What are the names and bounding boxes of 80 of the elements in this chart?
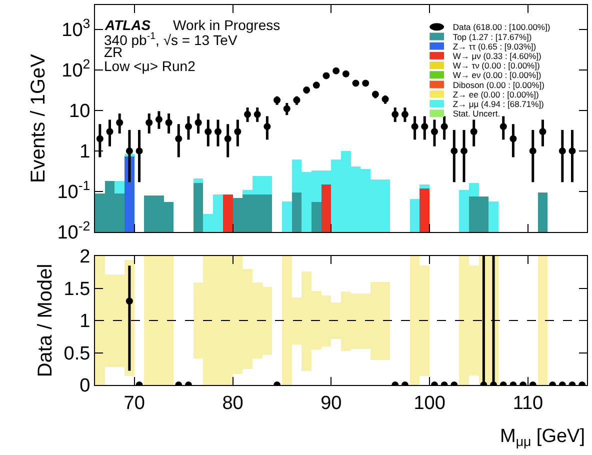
legend-label: Diboson (0.00 : [0.00%]): [452, 80, 545, 90]
point: [136, 147, 143, 154]
point: [332, 67, 340, 74]
bar: [193, 178, 204, 184]
point: [430, 128, 438, 136]
point: [342, 70, 350, 78]
point: [106, 128, 114, 136]
y-tick-label: 10$^{2}$: [62, 56, 90, 82]
point: [401, 110, 408, 118]
point: [372, 90, 379, 98]
point: [510, 135, 517, 142]
y-tick-label: 1.5: [64, 278, 90, 300]
y-tick-label: 10$^{-1}$: [57, 178, 90, 204]
legend-label: W→ μν (0.33 : [4.60%]): [452, 51, 542, 62]
point: [116, 119, 124, 126]
point: [450, 147, 458, 154]
annotation: ATLAS: [104, 17, 152, 33]
point: [244, 110, 252, 118]
legend-label: Z→ μμ (4.94 : [68.71%]): [452, 99, 544, 110]
point: [96, 135, 104, 142]
point: [293, 96, 300, 104]
x-tick-label: 70: [124, 392, 145, 414]
point: [421, 123, 428, 130]
point: [440, 123, 448, 130]
bar: [420, 184, 430, 188]
point: [175, 135, 182, 142]
point: [254, 110, 261, 118]
legend-label: Top (1.27 : [17.67%]): [452, 32, 532, 42]
y-tick-label: 1: [80, 142, 90, 163]
point: [303, 86, 310, 94]
y-tick-label: 10$^{3}$: [62, 16, 90, 42]
x-tick-label: 100: [414, 392, 446, 414]
point: [529, 147, 536, 154]
point: [362, 80, 370, 87]
x-tick-label: 90: [320, 392, 342, 414]
point: [312, 82, 320, 89]
y-tick-label: 0: [80, 376, 90, 397]
y-tick-label: 1: [80, 311, 90, 332]
point: [470, 128, 478, 136]
y-axis-title: Data / Model: [34, 264, 56, 378]
y-tick-label: 0.5: [64, 343, 90, 364]
point: [411, 123, 418, 130]
y-tick-label: 2: [80, 246, 90, 268]
legend-label: W→ eν (0.00 : [0.00%]): [452, 70, 542, 80]
x-tick-label: 80: [222, 392, 244, 414]
point: [126, 147, 133, 154]
point: [224, 135, 232, 142]
point: [214, 128, 222, 136]
point: [352, 80, 360, 87]
y-tick-label: 10: [69, 101, 90, 122]
point: [264, 123, 271, 130]
point: [165, 119, 172, 126]
point: [500, 123, 507, 130]
legend-label: Data (618.00 : [100.00%]): [452, 22, 550, 32]
y-axis-title: Events / 1GeV: [28, 53, 50, 183]
legend-label: Z→ ττ (0.65 : [9.03%]): [452, 41, 536, 52]
point: [392, 110, 399, 118]
bar: [538, 256, 548, 385]
annotation: Low <μ> Run2: [104, 58, 196, 74]
y-tick-label: 10$^{-2}$: [57, 218, 90, 244]
point: [568, 147, 576, 154]
point: [155, 116, 162, 123]
legend-label: W→ τν (0.00 : [0.00%]): [452, 60, 540, 71]
point: [382, 96, 389, 103]
point: [283, 105, 290, 112]
point: [274, 96, 281, 104]
point: [558, 147, 566, 154]
point: [539, 128, 546, 136]
point: [146, 119, 153, 126]
legend-label: Stat. Uncert.: [452, 108, 500, 119]
annotation: Work in Progress: [173, 17, 280, 33]
point: [204, 128, 212, 136]
x-axis-title: M$_{μμ}$ [GeV]: [500, 426, 586, 449]
point: [460, 147, 468, 154]
legend-label: Z→ ee (0.00 : [0.00%]): [452, 89, 539, 100]
point: [322, 72, 330, 80]
point: [184, 123, 192, 130]
point: [234, 128, 242, 136]
x-tick-label: 110: [512, 392, 544, 414]
point: [194, 119, 202, 126]
